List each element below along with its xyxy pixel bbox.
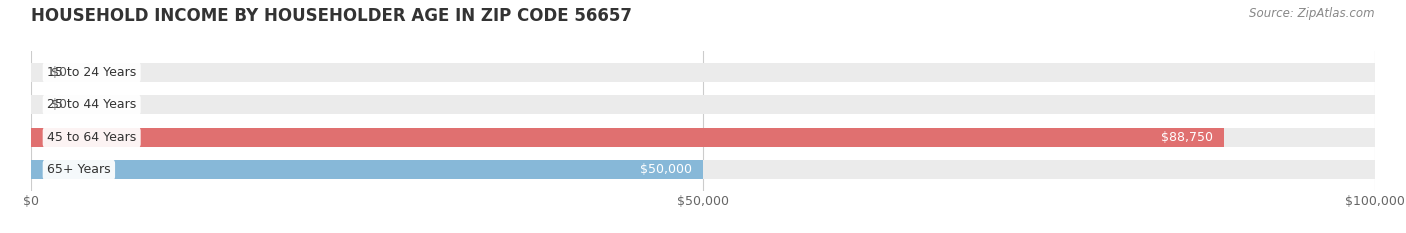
Text: $0: $0 — [51, 98, 67, 111]
Text: 15 to 24 Years: 15 to 24 Years — [46, 66, 136, 79]
Text: HOUSEHOLD INCOME BY HOUSEHOLDER AGE IN ZIP CODE 56657: HOUSEHOLD INCOME BY HOUSEHOLDER AGE IN Z… — [31, 7, 631, 25]
Bar — [31, 128, 1375, 147]
Bar — [31, 128, 1223, 147]
Text: 65+ Years: 65+ Years — [46, 163, 111, 176]
Bar — [31, 161, 1375, 179]
Text: $0: $0 — [51, 66, 67, 79]
Text: 25 to 44 Years: 25 to 44 Years — [46, 98, 136, 111]
Bar — [31, 63, 1375, 82]
Text: $50,000: $50,000 — [640, 163, 692, 176]
Text: 45 to 64 Years: 45 to 64 Years — [46, 131, 136, 144]
Bar — [31, 96, 1375, 114]
Text: $88,750: $88,750 — [1161, 131, 1213, 144]
Bar — [31, 161, 703, 179]
Text: Source: ZipAtlas.com: Source: ZipAtlas.com — [1250, 7, 1375, 20]
